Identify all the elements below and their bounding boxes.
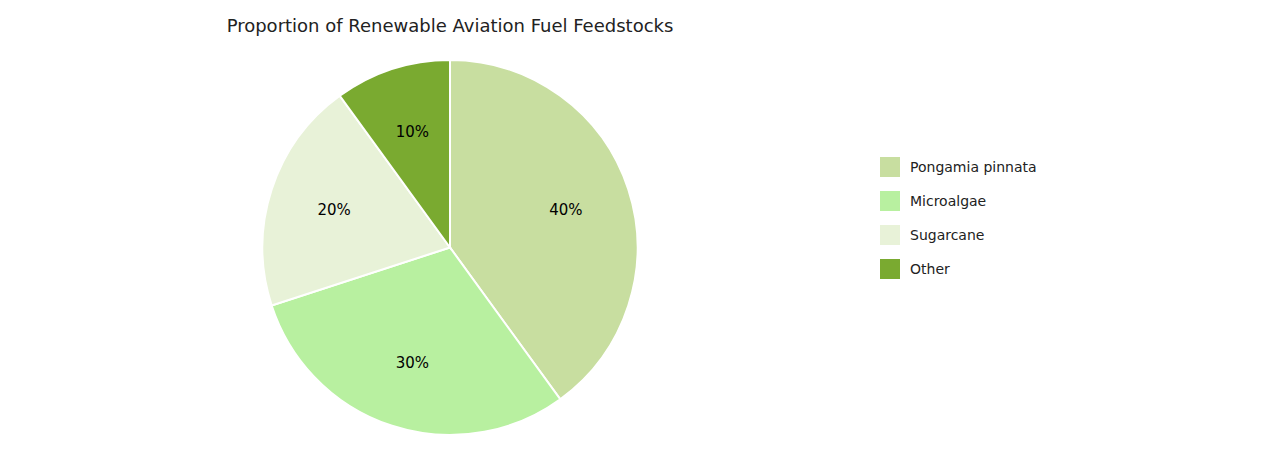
legend-label: Sugarcane [910,227,984,243]
data-label: 10% [396,123,429,141]
legend-label: Other [910,261,950,277]
data-label: 40% [549,201,582,219]
pie-slice [340,60,450,248]
legend-item: Microalgae [880,191,986,211]
legend-item: Sugarcane [880,225,984,245]
pie [262,60,637,435]
legend-swatch [880,259,900,279]
legend-item: Pongamia pinnata [880,157,1037,177]
data-label: 20% [317,201,350,219]
legend-swatch [880,191,900,211]
chart-title: Proportion of Renewable Aviation Fuel Fe… [227,15,674,36]
legend-label: Microalgae [910,193,986,209]
chart: Proportion of Renewable Aviation Fuel Fe… [0,0,1280,450]
data-labels: 40% 30% 20% 10% [317,123,582,373]
legend-swatch [880,225,900,245]
legend-label: Pongamia pinnata [910,159,1037,175]
legend-item: Other [880,259,950,279]
legend: Pongamia pinnata Microalgae Sugarcane Other [880,157,1037,279]
legend-swatch [880,157,900,177]
data-label: 30% [396,354,429,372]
